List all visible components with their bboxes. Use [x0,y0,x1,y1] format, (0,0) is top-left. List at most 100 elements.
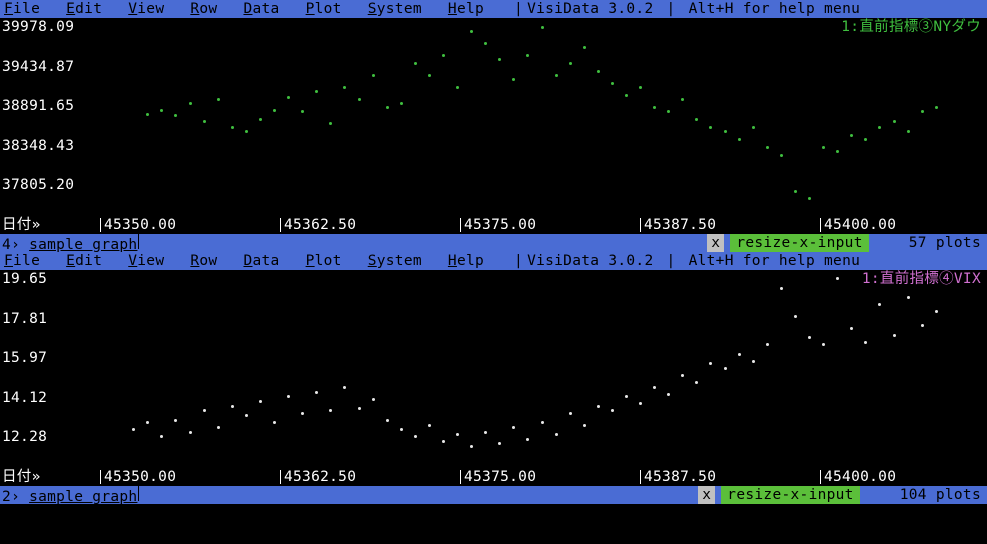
menu-item-system[interactable]: System [368,252,422,270]
plot-area[interactable]: 19.6517.8115.9714.1212.281:直前指標④VIX [0,270,987,468]
menu-divider: | [657,0,684,18]
menu-item-key: H [448,1,457,17]
y-axis-label: 39978.09 [2,18,74,36]
plot-point [893,120,896,123]
status-sheet-name: sample_graph [29,237,137,253]
plot-point [414,62,417,65]
y-axis-label: 38891.65 [2,97,74,115]
status-plot-count: 104 plots [900,486,981,504]
plot-point [780,154,783,157]
plot-point [329,122,332,125]
x-axis-label: 45375.00 [460,468,536,486]
plot-point [329,409,332,412]
plot-point [273,421,276,424]
menu-item-key: R [190,1,199,17]
plot-point [625,94,628,97]
menu-item-plot[interactable]: Plot [306,252,342,270]
plot-point [372,74,375,77]
plot-point [667,393,670,396]
plot-point [484,431,487,434]
menu-item-key: F [4,1,13,17]
x-axis-label: 45400.00 [820,468,896,486]
plot-point [428,74,431,77]
menu-item-view[interactable]: View [128,252,164,270]
plot-point [428,424,431,427]
plot-point [498,442,501,445]
plot-point [414,435,417,438]
plot-point [386,419,389,422]
menu-item-plot[interactable]: Plot [306,0,342,18]
menu-item-key: P [306,1,315,17]
plot-point [850,327,853,330]
menu-item-key: V [128,253,137,269]
y-axis-label: 19.65 [2,270,47,288]
plot-point [822,343,825,346]
plot-point [386,106,389,109]
plot-point [907,296,910,299]
text-cursor [138,233,140,249]
plot-point [921,324,924,327]
plot-point [864,138,867,141]
plot-point [794,190,797,193]
plot-point [470,445,473,448]
status-x-indicator[interactable]: x [698,486,715,504]
plot-point [695,381,698,384]
status-x-indicator[interactable]: x [707,234,724,252]
menu-item-key: D [243,1,252,17]
status-sheet-path[interactable]: 4› sample_graph [2,233,140,254]
menu-item-key: E [66,253,75,269]
plot-point [512,78,515,81]
plot-point [639,86,642,89]
plot-point [259,118,262,121]
plot-point [709,126,712,129]
plot-point [358,407,361,410]
plot-point [681,98,684,101]
menu-item-edit[interactable]: Edit [66,252,102,270]
x-axis-origin-label: 日付» [2,468,41,486]
plot-point [653,386,656,389]
plot-point [160,109,163,112]
menu-item-file[interactable]: File [4,252,40,270]
menu-item-key: V [128,1,137,17]
menu-item-system[interactable]: System [368,0,422,18]
plot-point [893,334,896,337]
plot-point [245,130,248,133]
plot-point [315,391,318,394]
status-sheet-path[interactable]: 2› sample_graph [2,485,140,506]
menu-divider: | [514,0,523,18]
plot-point [231,405,234,408]
plot-area[interactable]: 39978.0939434.8738891.6538348.4337805.20… [0,18,987,216]
menu-item-edit[interactable]: Edit [66,0,102,18]
x-axis-label: 45400.00 [820,216,896,234]
plot-point [639,402,642,405]
menu-item-file[interactable]: File [4,0,40,18]
plot-point [484,42,487,45]
menu-item-data[interactable]: Data [243,252,279,270]
menu-item-row[interactable]: Row [190,252,217,270]
legend-label: 1:直前指標④VIX [862,270,981,288]
plot-point [935,106,938,109]
plot-point [766,343,769,346]
plot-point [203,409,206,412]
text-cursor [138,485,140,501]
menu-item-key: S [368,1,377,17]
menu-item-key: E [66,1,75,17]
menu-item-help[interactable]: Help [448,252,484,270]
plot-point [231,126,234,129]
menu-item-help[interactable]: Help [448,0,484,18]
plot-point [287,395,290,398]
plot-point [878,303,881,306]
menu-divider: | [657,252,684,270]
plot-point [273,109,276,112]
menu-item-row[interactable]: Row [190,0,217,18]
plot-point [400,102,403,105]
pane-1: FileEditViewRowDataPlotSystemHelp|VisiDa… [0,252,987,504]
menu-item-view[interactable]: View [128,0,164,18]
plot-point [343,86,346,89]
plot-point [217,98,220,101]
status-action[interactable]: resize-x-input [730,234,868,252]
status-action[interactable]: resize-x-input [721,486,859,504]
y-axis-label: 17.81 [2,310,47,328]
menu-item-data[interactable]: Data [243,0,279,18]
status-bar: 4› sample_graphxresize-x-input57 plots [0,234,987,252]
